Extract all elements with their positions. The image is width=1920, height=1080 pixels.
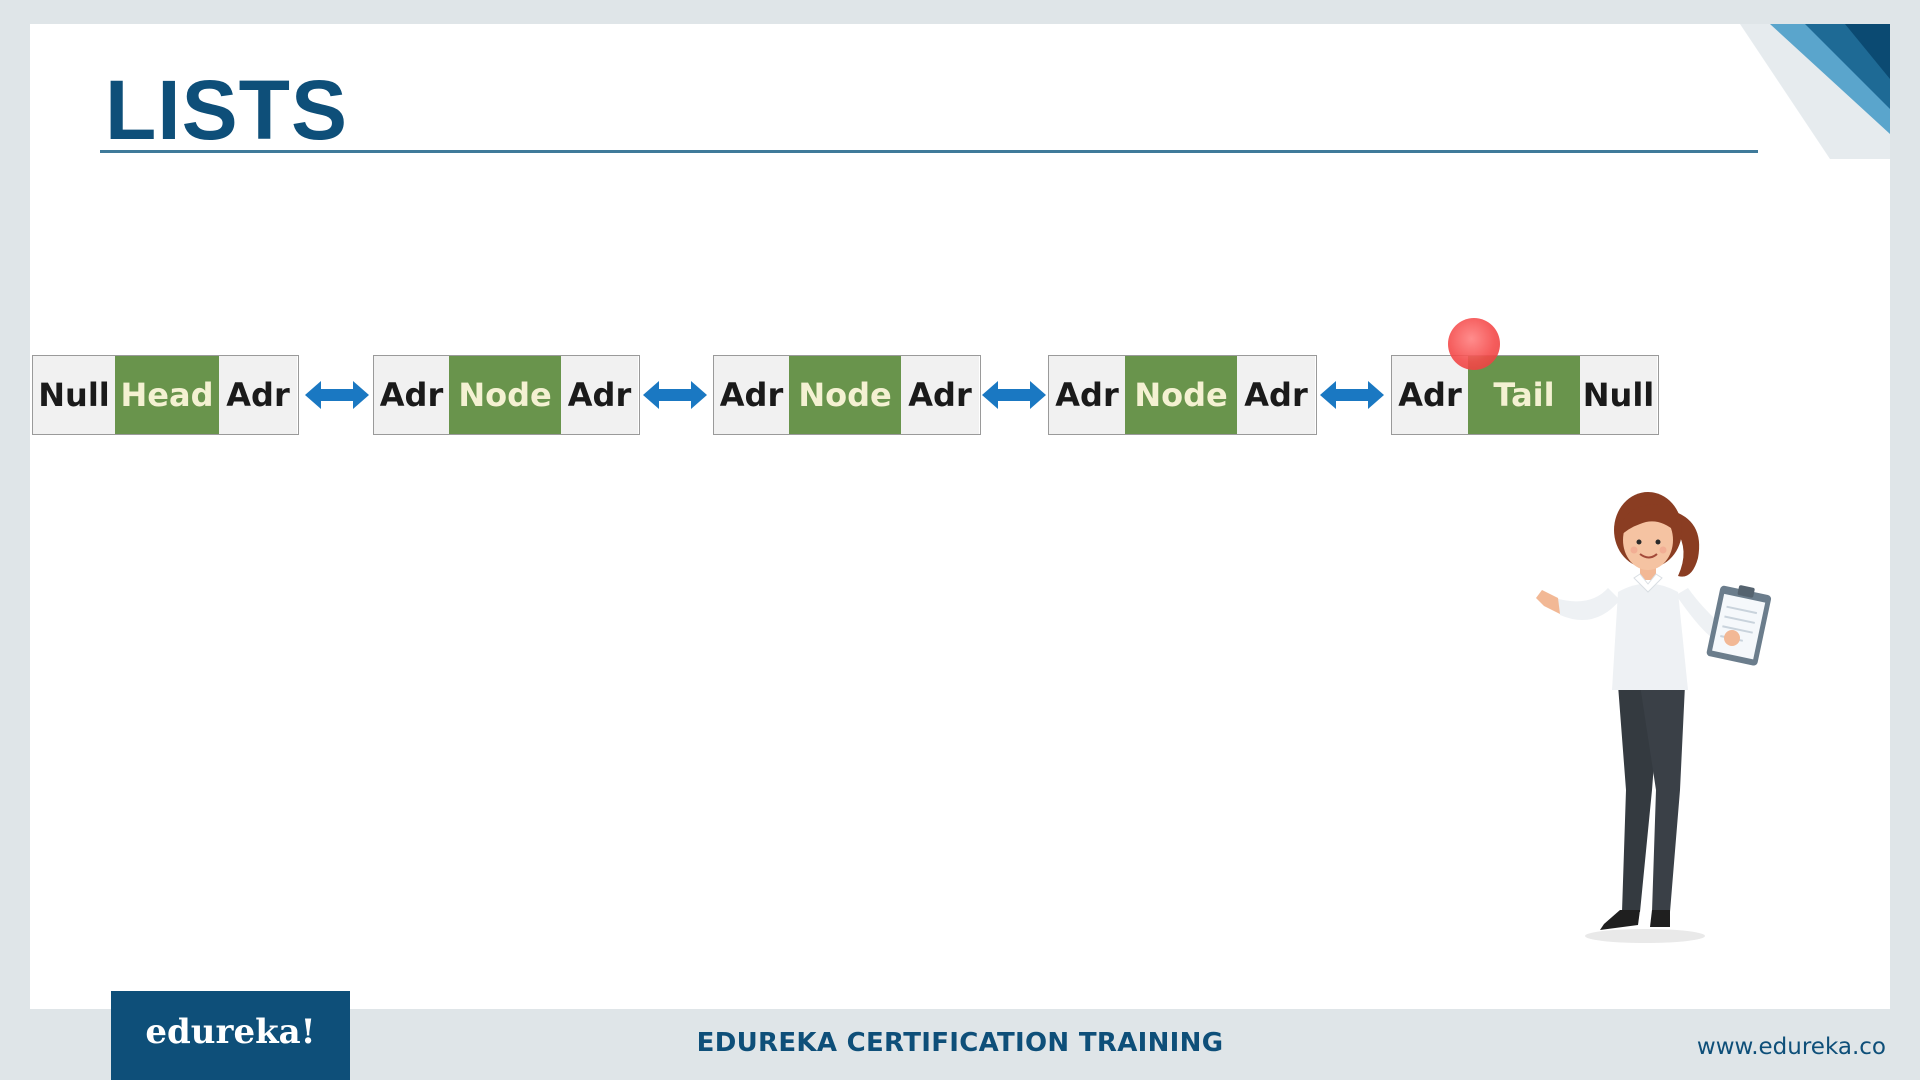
node-prev-pointer: Adr [374, 356, 449, 434]
slide-canvas: LISTS [30, 24, 1890, 1009]
node-next-pointer: Adr [1237, 356, 1315, 434]
node-value: Head [115, 356, 219, 434]
double-arrow-icon [1320, 381, 1384, 409]
node-next-pointer: Null [1580, 356, 1657, 434]
node-value: Node [1125, 356, 1237, 434]
list-node: Adr Node Adr [1048, 355, 1317, 435]
footer-website: www.edureka.co [1696, 1034, 1886, 1060]
node-next-pointer: Adr [901, 356, 979, 434]
logo-text: edureka! [145, 1011, 316, 1052]
node-value: Tail [1468, 356, 1580, 434]
edureka-logo: edureka! [111, 991, 350, 1080]
node-prev-pointer: Null [33, 356, 115, 434]
slide-title: LISTS [105, 63, 349, 157]
node-prev-pointer: Adr [1392, 356, 1468, 434]
node-next-pointer: Adr [561, 356, 638, 434]
title-underline [100, 150, 1758, 153]
double-arrow-icon [643, 381, 707, 409]
footer-caption: EDUREKA CERTIFICATION TRAINING [696, 1028, 1224, 1058]
double-arrow-icon [305, 381, 369, 409]
double-arrow-icon [982, 381, 1046, 409]
list-node-tail: Adr Tail Null [1391, 355, 1659, 435]
presenter-illustration [1536, 492, 1772, 943]
list-node: Adr Node Adr [373, 355, 640, 435]
node-value: Node [449, 356, 561, 434]
node-value: Node [789, 356, 901, 434]
laser-pointer-dot [1448, 318, 1500, 370]
list-node: Adr Node Adr [713, 355, 981, 435]
node-prev-pointer: Adr [714, 356, 789, 434]
node-next-pointer: Adr [219, 356, 297, 434]
node-prev-pointer: Adr [1049, 356, 1125, 434]
corner-decoration [1740, 24, 1890, 159]
list-node-head: Null Head Adr [32, 355, 299, 435]
